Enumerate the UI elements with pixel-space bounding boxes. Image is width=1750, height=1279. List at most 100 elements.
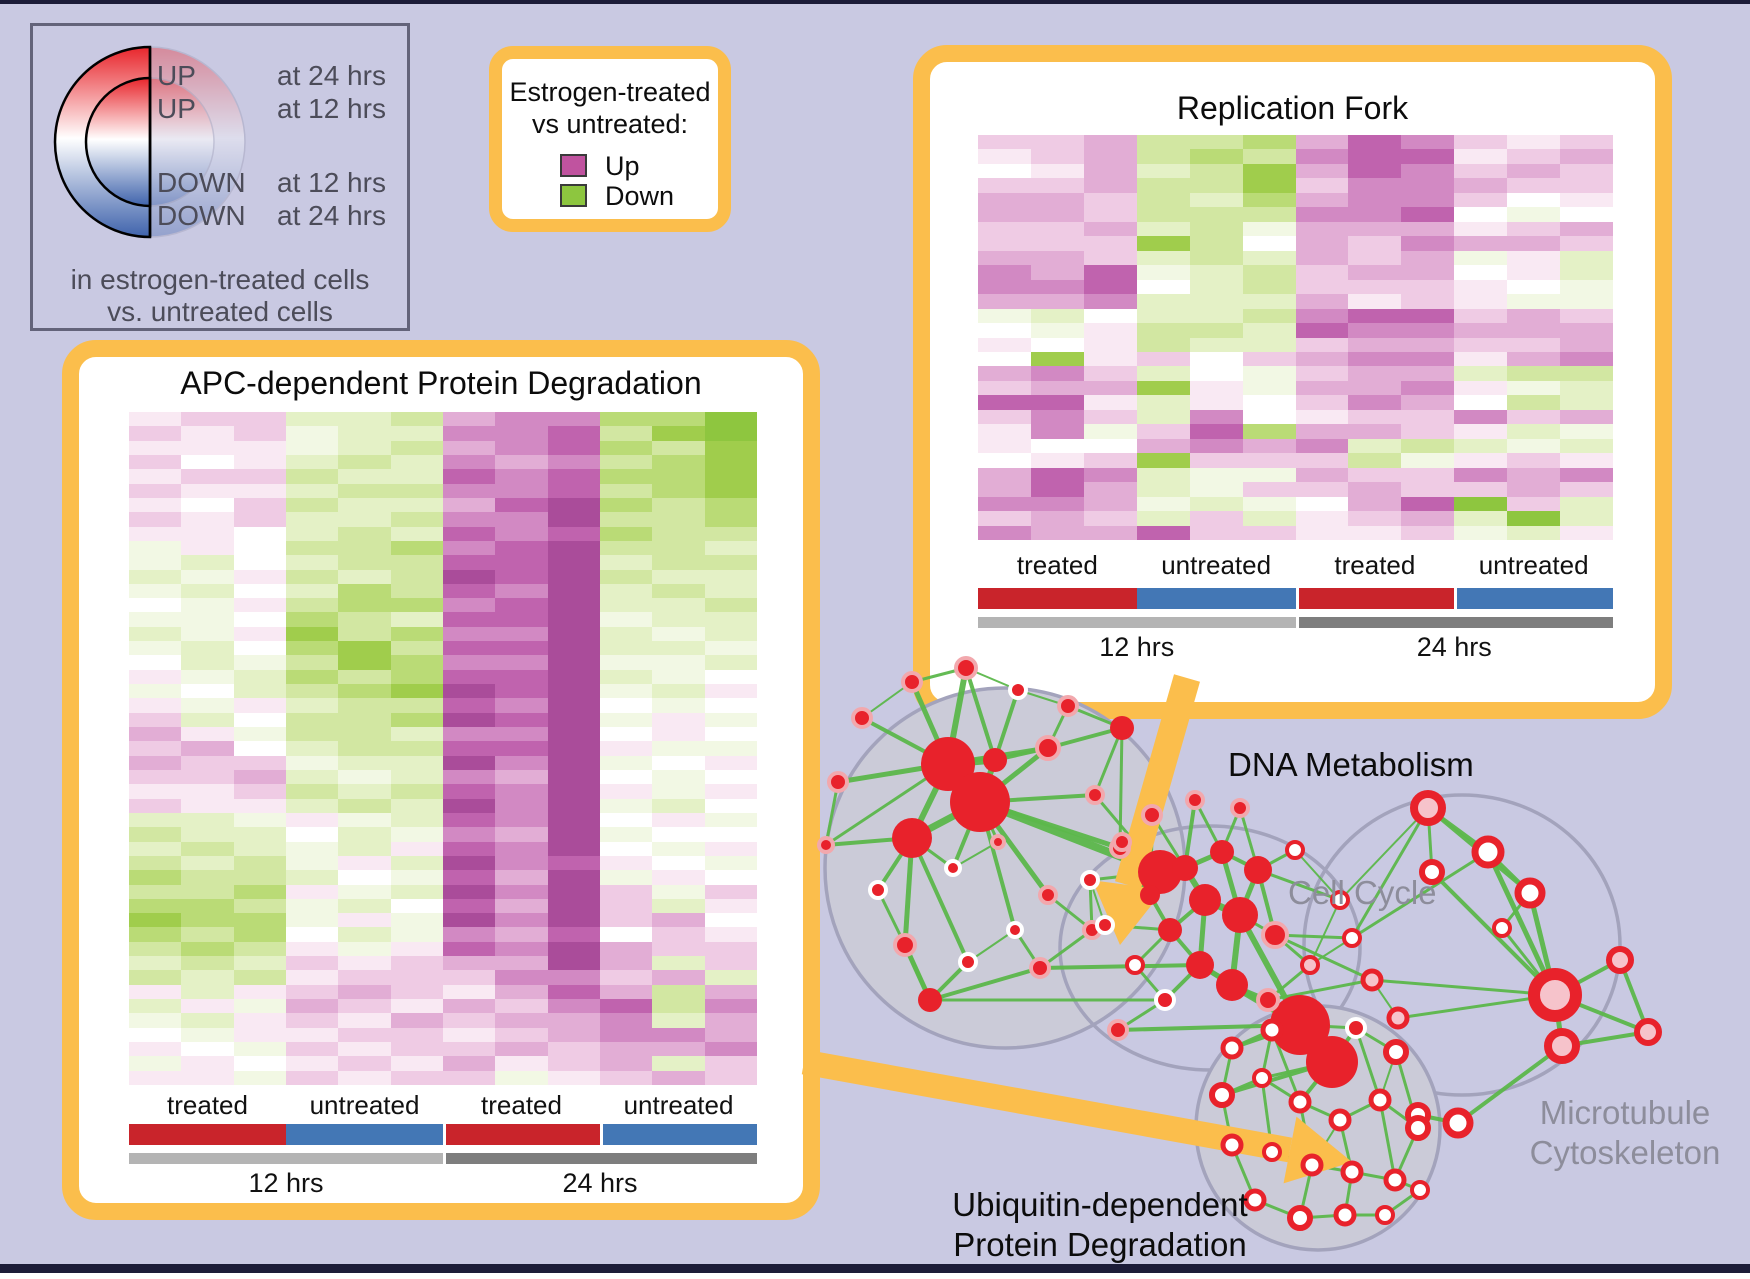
heatmap-cell (390, 712, 443, 728)
heatmap-cell (442, 440, 496, 455)
network-edge (1013, 929, 1042, 969)
heatmap-cell (599, 540, 653, 556)
network-edge (1118, 846, 1162, 874)
heatmap-cell (599, 440, 653, 455)
network-edge (1311, 1163, 1353, 1174)
heatmap-cell (547, 841, 600, 856)
heatmap-cell (390, 1042, 443, 1057)
network-edge (876, 836, 914, 892)
heatmap-cell (442, 412, 496, 427)
heatmap-cell (652, 440, 705, 455)
heatmap-cell (1083, 366, 1137, 381)
heatmap-cell (390, 913, 443, 928)
heatmap-cell (1136, 337, 1190, 352)
heatmap-cell (285, 569, 339, 584)
heatmap-cell (181, 569, 234, 584)
heatmap-cell (1507, 438, 1561, 454)
heatmap-cell (547, 569, 600, 584)
heatmap-cell (547, 870, 600, 885)
network-edge (1350, 807, 1430, 939)
heatmap-cell (129, 827, 182, 842)
group-label-untreated-12hrs: untreated (1161, 550, 1272, 580)
heatmap-cell (1348, 511, 1402, 526)
heatmap-cell (233, 555, 286, 570)
heatmap-cell (978, 308, 1031, 324)
heatmap-cell (978, 250, 1031, 266)
heatmap-cell (1242, 192, 1296, 208)
heatmap-cell (547, 426, 600, 441)
network-edge (1355, 1026, 1397, 1054)
group-label-treated-12hrs: treated (1016, 550, 1098, 580)
network-edge (1379, 1098, 1419, 1130)
heatmap-cell (1030, 135, 1084, 150)
heatmap-cell (1189, 163, 1243, 179)
heatmap-cell (442, 941, 496, 957)
heatmap-cell (1507, 221, 1561, 237)
heatmap-cell (495, 483, 548, 498)
heatmap-cell (1454, 482, 1508, 497)
heatmap-cell (704, 626, 757, 642)
heatmap-cell (338, 497, 391, 513)
heatmap-cell (547, 454, 600, 470)
heatmap-cell (1189, 149, 1243, 164)
heatmap-cell (129, 698, 182, 713)
heatmap-cell (652, 1027, 705, 1043)
heatmap-cell (1083, 207, 1137, 222)
heatmap-cell (338, 569, 391, 584)
heatmap-cell (1295, 337, 1349, 352)
heatmap-cell (547, 913, 600, 928)
heatmap-cell (285, 598, 339, 613)
heatmap-cell (1401, 149, 1455, 164)
heatmap-cell (704, 440, 757, 455)
network-node (1333, 1203, 1357, 1227)
heatmap-cell (1560, 438, 1613, 454)
heatmap-cell (390, 727, 443, 742)
heatmap-cell (1454, 366, 1508, 381)
heatmap-cell (1507, 482, 1561, 497)
heatmap-cell (1242, 294, 1296, 309)
heatmap-cell (1454, 351, 1508, 367)
heatmap-cell (978, 351, 1031, 367)
network-edge (1183, 799, 1197, 869)
heatmap-cell (390, 827, 443, 842)
heatmap-cell (1030, 192, 1084, 208)
heatmap-cell (1560, 207, 1613, 222)
heatmap-cell (547, 641, 600, 656)
heatmap-cell (599, 497, 653, 513)
heatmap-cell (442, 956, 496, 971)
heatmap-cell (652, 1056, 705, 1071)
heatmap-cell (390, 684, 443, 699)
heatmap-cell (704, 927, 757, 942)
heatmap-cell (338, 698, 391, 713)
heatmap-cell (547, 712, 600, 728)
heatmap-cell (129, 927, 182, 942)
heatmap-cell (1401, 409, 1455, 425)
heatmap-cell (1136, 467, 1190, 483)
heatmap-cell (233, 526, 286, 541)
heatmap-cell (495, 669, 548, 685)
heatmap-cell (599, 526, 653, 541)
heatmap-cell (233, 698, 286, 713)
heatmap-cell (390, 569, 443, 584)
network-edge (1229, 914, 1243, 986)
heatmap-cell (390, 784, 443, 799)
network-node (1158, 918, 1182, 942)
heatmap-cell (390, 1070, 443, 1085)
heatmap-cell (285, 841, 339, 856)
network-edge (1261, 1076, 1301, 1104)
heatmap-cell (442, 927, 496, 942)
heatmap-cell (181, 941, 234, 957)
heatmap-cell (285, 712, 339, 728)
replication-fork-panel: Replication Fork treated untreated treated… (913, 45, 1672, 719)
heatmap-cell (442, 641, 496, 656)
heatmap-cell (1136, 207, 1190, 222)
heatmap-cell (129, 956, 182, 971)
microtubule-cluster (1302, 793, 1622, 1097)
network-edge (1271, 1023, 1301, 1032)
heatmap-cell (1507, 380, 1561, 396)
heatmap-cell (285, 526, 339, 541)
network-edge (1397, 993, 1556, 1020)
heatmap-cell (1295, 308, 1349, 324)
heatmap-cell (233, 870, 286, 885)
heatmap-cell (1507, 236, 1561, 251)
